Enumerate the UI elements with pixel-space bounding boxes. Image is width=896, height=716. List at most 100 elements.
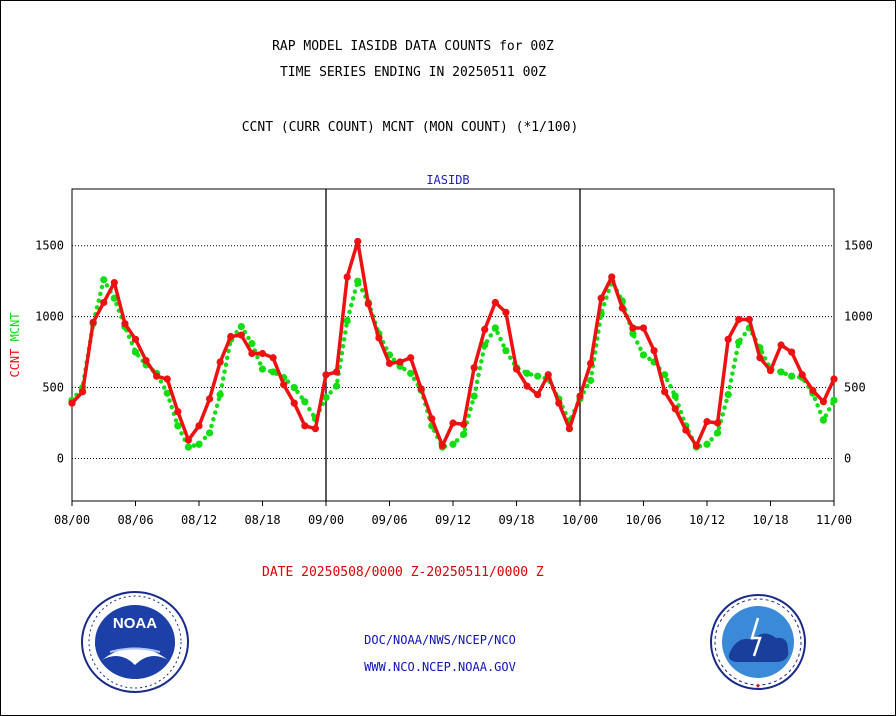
data-point-ccnt — [417, 385, 425, 393]
data-point-ccnt — [735, 315, 743, 324]
data-point-ccnt — [449, 419, 457, 427]
data-point-mcnt — [449, 440, 457, 448]
data-point-mcnt — [629, 330, 637, 338]
x-tick-label: 08/18 — [244, 513, 280, 527]
data-point-ccnt — [703, 417, 711, 426]
data-point-ccnt — [258, 349, 267, 358]
data-point-mcnt — [491, 324, 499, 332]
subtitle-legend: CCNT (CURR COUNT) MCNT (MON COUNT) (*1/1… — [241, 120, 579, 135]
data-point-ccnt — [523, 382, 531, 390]
data-point-ccnt — [597, 294, 605, 302]
data-point-ccnt — [618, 304, 626, 312]
x-tick-label: 11/00 — [816, 513, 852, 527]
data-point-ccnt — [544, 371, 552, 379]
data-point-mcnt — [322, 393, 330, 402]
data-point-ccnt — [788, 348, 796, 356]
x-tick-label: 09/18 — [498, 513, 534, 527]
data-point-mcnt — [459, 430, 468, 438]
data-point-ccnt — [205, 395, 214, 403]
data-point-mcnt — [534, 372, 542, 380]
data-point-ccnt — [481, 325, 489, 333]
plot-area — [71, 188, 835, 502]
x-tick-label: 08/00 — [54, 513, 90, 527]
data-point-ccnt — [534, 391, 542, 399]
data-point-mcnt — [830, 396, 838, 404]
data-point-ccnt — [586, 359, 595, 368]
data-point-ccnt — [195, 422, 203, 430]
data-point-mcnt — [184, 443, 193, 451]
y-tick-label-left: 1500 — [35, 239, 64, 253]
data-point-mcnt — [713, 429, 722, 437]
data-point-mcnt — [639, 351, 648, 359]
credit-line-agency: DOC/NOAA/NWS/NCEP/NCO — [364, 633, 516, 647]
data-point-ccnt — [576, 392, 584, 400]
data-point-ccnt — [311, 425, 320, 433]
x-tick-label: 09/06 — [371, 513, 407, 527]
x-tick-label: 10/12 — [689, 513, 725, 527]
y-tick-label-right: 1500 — [844, 239, 873, 253]
data-point-ccnt — [237, 331, 245, 339]
data-point-mcnt — [661, 371, 669, 379]
x-tick-label: 10/00 — [562, 513, 598, 527]
data-point-ccnt — [512, 365, 521, 373]
data-point-ccnt — [682, 426, 690, 434]
x-tick-label: 10/06 — [625, 513, 661, 527]
data-point-mcnt — [163, 389, 171, 397]
data-point-ccnt — [131, 335, 140, 343]
data-point-ccnt — [777, 341, 785, 349]
noaa-logo: NOAA — [81, 591, 189, 693]
data-point-ccnt — [798, 371, 806, 379]
data-point-ccnt — [100, 298, 108, 307]
data-point-mcnt — [724, 391, 732, 399]
data-point-mcnt — [100, 276, 108, 284]
svg-text:★: ★ — [755, 681, 761, 691]
data-point-ccnt — [248, 349, 256, 358]
x-tick-label: 10/18 — [752, 513, 788, 527]
data-point-mcnt — [703, 440, 711, 448]
data-point-ccnt — [174, 408, 182, 416]
data-point-ccnt — [713, 419, 722, 427]
data-point-ccnt — [78, 388, 87, 396]
data-point-ccnt — [639, 324, 648, 332]
title-line-1: RAP MODEL IASIDB DATA COUNTS for 00Z — [272, 39, 554, 54]
plot-title: IASIDB — [426, 173, 469, 187]
data-point-mcnt — [205, 429, 214, 437]
data-point-mcnt — [523, 369, 531, 377]
data-point-ccnt — [819, 398, 828, 406]
data-point-mcnt — [248, 339, 256, 348]
data-point-ccnt — [671, 405, 679, 413]
data-point-ccnt — [565, 425, 574, 433]
data-point-mcnt — [735, 338, 743, 346]
y-axis-label: CCNT MCNT — [8, 312, 22, 377]
data-point-mcnt — [332, 382, 341, 390]
data-point-ccnt — [142, 357, 150, 365]
data-point-mcnt — [343, 317, 351, 325]
data-point-ccnt — [385, 359, 394, 368]
data-point-ccnt — [502, 308, 510, 316]
data-point-ccnt — [756, 354, 764, 362]
y-tick-label-right: 1000 — [844, 310, 873, 324]
data-point-mcnt — [290, 383, 298, 392]
data-point-ccnt — [354, 237, 362, 246]
data-point-mcnt — [258, 365, 267, 373]
data-point-ccnt — [184, 436, 193, 444]
data-point-ccnt — [428, 415, 436, 423]
data-point-ccnt — [555, 399, 563, 407]
data-point-mcnt — [586, 376, 595, 385]
data-point-mcnt — [131, 348, 140, 356]
data-point-ccnt — [163, 375, 171, 383]
data-point-ccnt — [301, 422, 309, 430]
y-tick-label-left: 1000 — [35, 310, 64, 324]
series-line-ccnt — [70, 239, 836, 448]
data-point-mcnt — [502, 347, 510, 355]
data-point-mcnt — [819, 416, 828, 424]
data-point-mcnt — [481, 341, 489, 349]
data-point-ccnt — [470, 364, 478, 372]
credit-line-url[interactable]: WWW.NCO.NCEP.NOAA.GOV — [364, 660, 516, 674]
y-axis-label-ccnt: CCNT — [8, 349, 22, 378]
data-point-mcnt — [671, 392, 679, 400]
data-point-ccnt — [692, 442, 701, 450]
data-point-ccnt — [766, 366, 775, 375]
data-point-ccnt — [650, 347, 658, 355]
